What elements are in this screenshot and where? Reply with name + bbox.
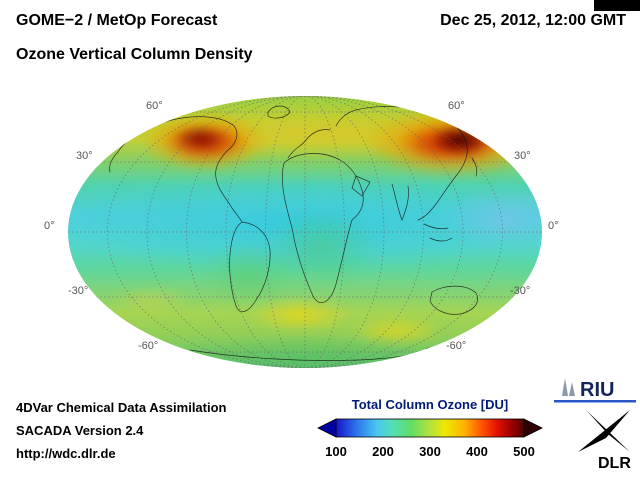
lat-label-right-0: 0°	[548, 220, 559, 232]
riu-spires-icon	[562, 378, 575, 396]
coastlines	[109, 105, 503, 361]
figure-subtitle: Ozone Vertical Column Density	[16, 46, 253, 63]
lat-label-right-60: 60°	[448, 100, 465, 112]
lat-label-left-m60: -60°	[138, 340, 159, 352]
colorbar	[317, 418, 543, 438]
lat-label-left-m30: -30°	[68, 285, 89, 297]
lat-label-right-m30: -30°	[510, 285, 531, 297]
riu-underline	[554, 400, 636, 403]
corner-mark	[594, 0, 640, 11]
dlr-emblem-icon	[578, 410, 630, 452]
colorbar-tick-300: 300	[419, 444, 441, 459]
dlr-logo: DLR	[578, 410, 631, 472]
riu-logo-text: RIU	[580, 379, 614, 401]
lat-label-left-0: 0°	[44, 220, 55, 232]
credit-url: http://wdc.dlr.de	[16, 446, 116, 461]
lat-label-left-30: 30°	[76, 150, 93, 162]
figure-title: GOME−2 / MetOp Forecast	[16, 12, 218, 29]
colorbar-tick-400: 400	[466, 444, 488, 459]
colorbar-title: Total Column Ozone [DU]	[351, 397, 509, 412]
lat-label-right-30: 30°	[514, 150, 531, 162]
colorbar-gradient	[335, 418, 525, 438]
credit-line-1: 4DVar Chemical Data Assimilation	[16, 400, 227, 415]
lat-label-right-m60: -60°	[446, 340, 467, 352]
dlr-logo-text: DLR	[598, 455, 631, 472]
dlr-emblem-icon-2	[586, 410, 630, 452]
colorbar-tick-500: 500	[513, 444, 535, 459]
colorbar-tick-200: 200	[372, 444, 394, 459]
credit-line-2: SACADA Version 2.4	[16, 423, 144, 438]
lat-label-left-60: 60°	[146, 100, 163, 112]
colorbar-tick-100: 100	[325, 444, 347, 459]
figure-datetime: Dec 25, 2012, 12:00 GMT	[440, 12, 626, 29]
riu-logo: RIU	[554, 378, 636, 403]
colorbar-arrow-right	[523, 418, 543, 438]
colorbar-arrow-left	[317, 418, 337, 438]
ozone-anomalies	[68, 105, 542, 368]
